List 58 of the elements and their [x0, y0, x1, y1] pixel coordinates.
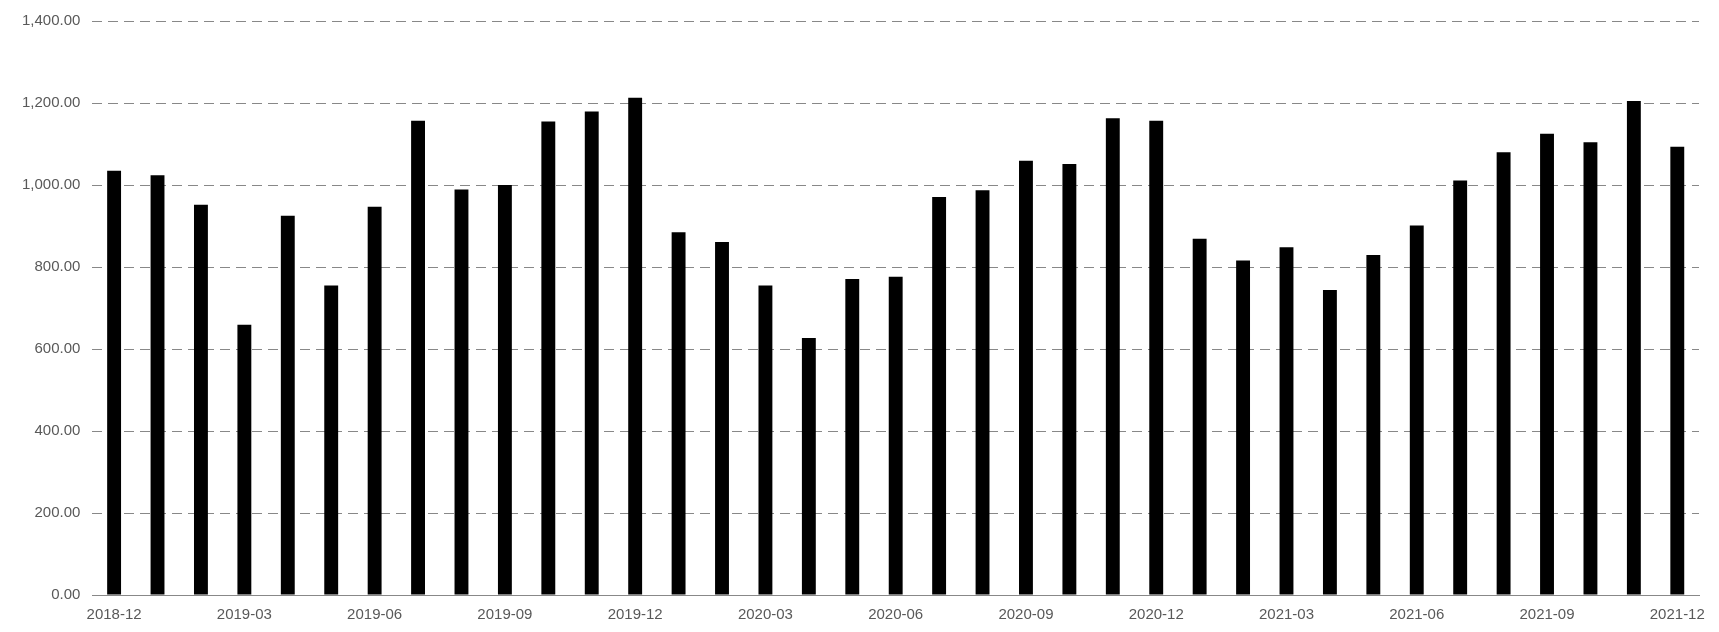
- bar: [107, 170, 122, 595]
- bar: [367, 206, 382, 595]
- bar: [194, 204, 208, 595]
- bar: [1453, 180, 1468, 595]
- bar: [280, 215, 295, 595]
- x-tick-label: 2021-06: [1389, 605, 1445, 623]
- bar: [1236, 260, 1251, 595]
- bar: [975, 190, 990, 595]
- bar: [237, 324, 252, 595]
- bar: [1670, 146, 1685, 595]
- bar: [1409, 225, 1424, 595]
- bar: [1540, 133, 1554, 595]
- y-tick-label: 0.00: [51, 585, 81, 603]
- x-tick-label: 2020-12: [1128, 605, 1184, 623]
- x-tick-label: 2021-09: [1519, 605, 1575, 623]
- bar: [888, 276, 903, 595]
- bar: [1192, 238, 1207, 595]
- bar: [1105, 118, 1120, 595]
- bar: [801, 337, 816, 595]
- y-tick-label: 1,200.00: [22, 93, 81, 111]
- bar: [671, 232, 686, 595]
- bar: [758, 285, 773, 595]
- bar: [150, 175, 165, 595]
- x-tick-label: 2019-06: [347, 605, 403, 623]
- bar: [1279, 247, 1294, 595]
- bar: [1322, 289, 1337, 595]
- y-tick-label: 1,000.00: [22, 175, 81, 193]
- bar: [1366, 255, 1381, 595]
- bar: [324, 285, 339, 595]
- x-tick-label: 2020-03: [737, 605, 793, 623]
- bar: [1149, 120, 1164, 595]
- y-tick-label: 800.00: [34, 257, 81, 275]
- y-tick-label: 400.00: [34, 421, 81, 439]
- bar: [497, 185, 512, 595]
- x-tick-label: 2021-12: [1649, 605, 1705, 623]
- x-tick-label: 2019-03: [216, 605, 272, 623]
- y-tick-label: 200.00: [34, 503, 81, 521]
- bar: [1583, 142, 1598, 595]
- x-tick-label: 2021-03: [1258, 605, 1315, 623]
- bar: [411, 120, 425, 595]
- bar: [715, 241, 729, 595]
- x-tick-label: 2020-09: [998, 605, 1054, 623]
- x-tick-label: 2020-06: [868, 605, 924, 623]
- x-tick-label: 2019-09: [477, 605, 533, 623]
- bar: [628, 97, 643, 595]
- y-tick-label: 1,400.00: [22, 11, 81, 29]
- bar: [454, 189, 469, 595]
- bar: [1496, 152, 1511, 595]
- x-tick-label: 2019-12: [607, 605, 663, 623]
- x-tick-label: 2018-12: [86, 605, 142, 623]
- bar: [1626, 100, 1641, 595]
- y-tick-label: 600.00: [34, 339, 81, 357]
- bar: [1062, 164, 1077, 595]
- bar: [541, 121, 556, 595]
- bar: [1019, 160, 1033, 595]
- bar: [845, 278, 860, 595]
- bar: [932, 196, 947, 595]
- bar: [584, 111, 599, 595]
